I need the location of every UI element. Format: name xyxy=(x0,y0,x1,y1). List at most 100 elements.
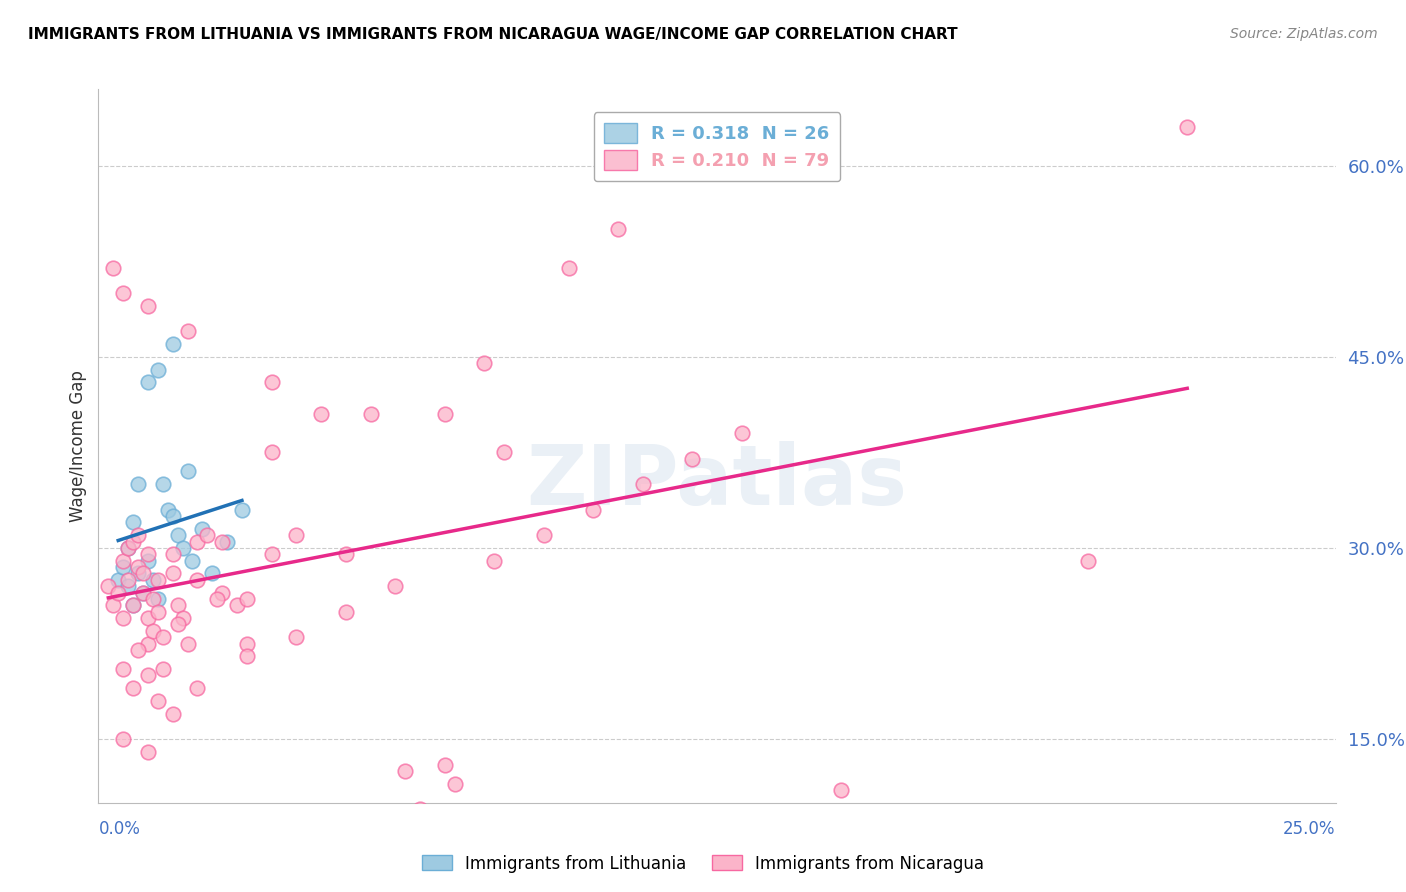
Point xyxy=(260,445,283,459)
Point xyxy=(132,585,155,599)
Point xyxy=(360,407,382,421)
Point xyxy=(112,554,135,568)
Point xyxy=(162,706,184,721)
Point xyxy=(285,528,308,542)
Point xyxy=(211,585,233,599)
Point xyxy=(162,337,184,351)
Point xyxy=(1175,120,1198,135)
Point xyxy=(195,528,218,542)
Point xyxy=(433,407,456,421)
Point xyxy=(335,605,357,619)
Point xyxy=(132,566,155,581)
Point xyxy=(152,477,174,491)
Point xyxy=(152,662,174,676)
Point xyxy=(152,630,174,644)
Point xyxy=(156,502,179,516)
Point xyxy=(127,528,149,542)
Point xyxy=(166,617,188,632)
Point xyxy=(433,757,456,772)
Point xyxy=(162,566,184,581)
Point xyxy=(146,573,169,587)
Point xyxy=(201,566,224,581)
Point xyxy=(394,764,416,778)
Text: ZIPatlas: ZIPatlas xyxy=(527,442,907,522)
Text: 0.0%: 0.0% xyxy=(98,820,141,838)
Point xyxy=(1077,554,1099,568)
Point xyxy=(142,591,165,606)
Point xyxy=(176,636,198,650)
Point xyxy=(260,547,283,561)
Point xyxy=(474,356,496,370)
Point xyxy=(166,599,188,613)
Point xyxy=(226,599,249,613)
Point xyxy=(142,624,165,638)
Point xyxy=(117,579,139,593)
Point xyxy=(409,802,432,816)
Point xyxy=(103,599,125,613)
Point xyxy=(309,407,332,421)
Point xyxy=(146,591,169,606)
Legend: R = 0.318  N = 26, R = 0.210  N = 79: R = 0.318 N = 26, R = 0.210 N = 79 xyxy=(593,112,841,181)
Point xyxy=(582,502,605,516)
Point xyxy=(236,636,259,650)
Point xyxy=(494,445,516,459)
Point xyxy=(112,560,135,574)
Text: 25.0%: 25.0% xyxy=(1284,820,1336,838)
Point xyxy=(136,668,159,682)
Point xyxy=(117,573,139,587)
Point xyxy=(117,541,139,555)
Point xyxy=(112,662,135,676)
Point xyxy=(122,681,145,695)
Point xyxy=(127,560,149,574)
Point xyxy=(484,554,506,568)
Point xyxy=(285,630,308,644)
Point xyxy=(830,783,852,797)
Point xyxy=(191,522,214,536)
Point xyxy=(186,534,208,549)
Point xyxy=(231,502,253,516)
Point xyxy=(176,465,198,479)
Point xyxy=(136,299,159,313)
Point xyxy=(176,324,198,338)
Point xyxy=(186,681,208,695)
Text: Source: ZipAtlas.com: Source: ZipAtlas.com xyxy=(1230,27,1378,41)
Point xyxy=(146,605,169,619)
Point xyxy=(146,362,169,376)
Point xyxy=(731,426,754,441)
Point xyxy=(112,732,135,747)
Point xyxy=(236,591,259,606)
Point xyxy=(136,745,159,759)
Y-axis label: Wage/Income Gap: Wage/Income Gap xyxy=(69,370,87,522)
Point xyxy=(384,579,406,593)
Point xyxy=(122,599,145,613)
Point xyxy=(142,573,165,587)
Point xyxy=(217,534,239,549)
Point xyxy=(122,599,145,613)
Point xyxy=(107,573,129,587)
Point xyxy=(112,611,135,625)
Point xyxy=(107,585,129,599)
Point xyxy=(172,541,194,555)
Point xyxy=(557,260,579,275)
Point xyxy=(97,579,120,593)
Point xyxy=(181,554,204,568)
Point xyxy=(122,534,145,549)
Point xyxy=(127,643,149,657)
Point xyxy=(162,547,184,561)
Point xyxy=(443,777,465,791)
Point xyxy=(136,636,159,650)
Point xyxy=(260,376,283,390)
Point xyxy=(127,477,149,491)
Point xyxy=(112,286,135,301)
Point xyxy=(166,528,188,542)
Point xyxy=(533,528,555,542)
Point xyxy=(631,477,654,491)
Point xyxy=(681,451,703,466)
Point xyxy=(136,554,159,568)
Point xyxy=(132,585,155,599)
Point xyxy=(162,509,184,524)
Point xyxy=(127,566,149,581)
Point xyxy=(136,611,159,625)
Point xyxy=(136,376,159,390)
Point xyxy=(136,547,159,561)
